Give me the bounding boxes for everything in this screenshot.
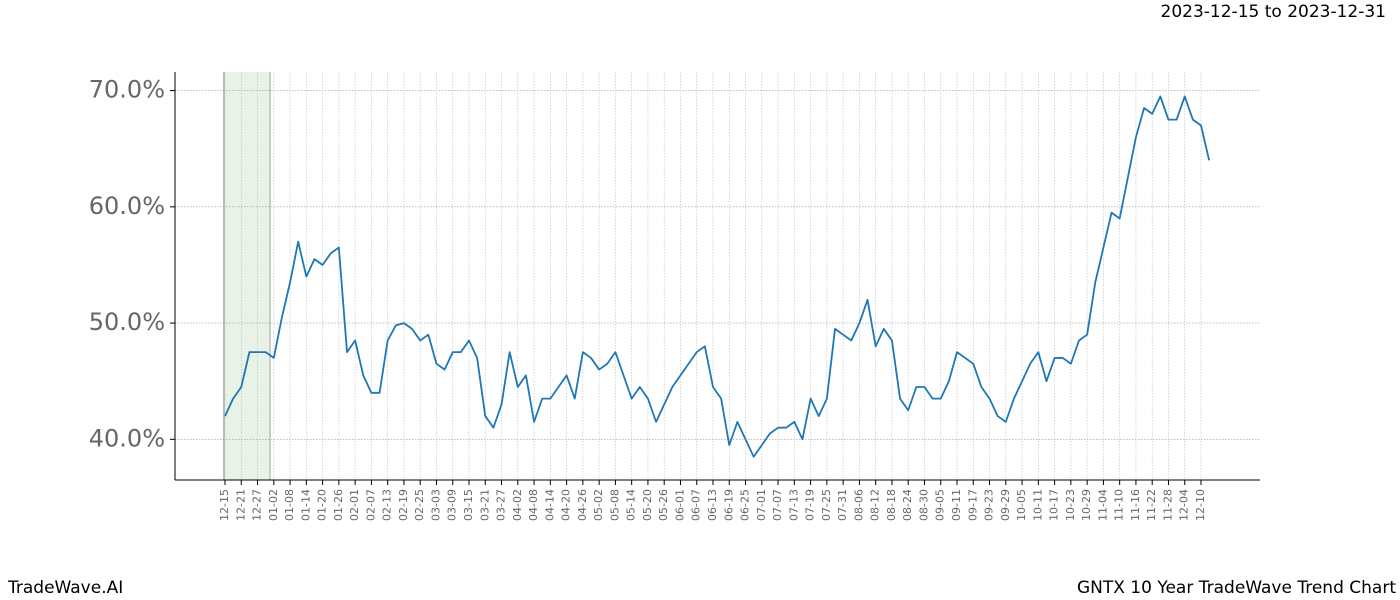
date-range: 2023-12-15 to 2023-12-31	[1161, 2, 1386, 22]
x-tick-label: 04-02	[511, 489, 524, 521]
x-tick-label: 05-20	[641, 489, 654, 521]
x-tick-label: 11-04	[1096, 489, 1109, 521]
x-tick-label: 07-31	[836, 489, 849, 521]
y-tick-label: 50.0%	[89, 308, 165, 336]
x-tick-label: 08-12	[869, 489, 882, 521]
x-tick-label: 07-01	[755, 489, 768, 521]
y-tick-label: 70.0%	[89, 76, 165, 104]
x-tick-label: 12-21	[234, 489, 247, 521]
x-tick-label: 09-29	[999, 489, 1012, 521]
x-tick-label: 06-25	[739, 489, 752, 521]
x-tick-label: 08-24	[901, 489, 914, 521]
x-tick-label: 09-05	[934, 489, 947, 521]
x-tick-label: 05-26	[657, 489, 670, 521]
x-tick-label: 09-17	[966, 489, 979, 521]
x-tick-label: 12-15	[218, 489, 231, 521]
x-tick-label: 02-07	[364, 489, 377, 521]
x-tick-label: 08-06	[852, 489, 865, 521]
x-tick-label: 06-07	[690, 489, 703, 521]
x-tick-label: 10-11	[1031, 489, 1044, 521]
x-tick-label: 09-23	[983, 489, 996, 521]
y-tick-label: 60.0%	[89, 192, 165, 220]
x-tick-label: 04-14	[543, 489, 556, 521]
x-tick-label: 06-13	[706, 489, 719, 521]
x-tick-label: 12-04	[1178, 489, 1191, 521]
x-tick-label: 02-19	[397, 489, 410, 521]
x-tick-label: 03-03	[429, 489, 442, 521]
x-tick-label: 10-29	[1080, 489, 1093, 521]
x-tick-label: 03-09	[446, 489, 459, 521]
x-tick-label: 07-07	[771, 489, 784, 521]
x-tick-label: 12-27	[251, 489, 264, 521]
x-tick-label: 11-22	[1145, 489, 1158, 521]
brand: TradeWave.AI	[7, 578, 123, 598]
x-tick-label: 10-05	[1015, 489, 1028, 521]
trend-line	[224, 95, 1211, 458]
x-tick-label: 02-13	[381, 489, 394, 521]
x-tick-label: 07-13	[787, 489, 800, 521]
x-tick-label: 05-08	[608, 489, 621, 521]
x-tick-label: 07-19	[804, 489, 817, 521]
highlight-span	[224, 72, 270, 480]
x-tick-label: 07-25	[820, 489, 833, 521]
x-tick-label: 01-08	[283, 489, 296, 521]
x-tick-label: 09-11	[950, 489, 963, 521]
x-tick-label: 01-14	[299, 489, 312, 521]
x-tick-label: 01-02	[267, 489, 280, 521]
x-tick-label: 02-01	[348, 489, 361, 521]
x-tick-label: 04-26	[576, 489, 589, 521]
x-tick-label: 11-10	[1113, 489, 1126, 521]
chart-title: GNTX 10 Year TradeWave Trend Chart	[1077, 578, 1396, 598]
x-tick-label: 11-28	[1161, 489, 1174, 521]
x-tick-label: 11-16	[1129, 489, 1142, 521]
x-tick-label: 06-01	[673, 489, 686, 521]
x-tick-label: 04-20	[560, 489, 573, 521]
x-tick-label: 03-27	[495, 489, 508, 521]
x-tick-label: 08-18	[885, 489, 898, 521]
x-tick-label: 02-25	[413, 489, 426, 521]
x-tick-label: 01-26	[332, 489, 345, 521]
x-tick-label: 10-23	[1064, 489, 1077, 521]
x-tick-label: 06-19	[722, 489, 735, 521]
x-tick-label: 04-08	[527, 489, 540, 521]
x-tick-label: 08-30	[917, 489, 930, 521]
x-tick-label: 03-21	[478, 489, 491, 521]
y-tick-label: 40.0%	[89, 424, 165, 452]
x-tick-label: 05-14	[625, 489, 638, 521]
x-tick-label: 12-10	[1194, 489, 1207, 521]
x-tick-label: 01-20	[316, 489, 329, 521]
x-tick-label: 10-17	[1048, 489, 1061, 521]
x-tick-label: 03-15	[462, 489, 475, 521]
x-tick-label: 05-02	[592, 489, 605, 521]
